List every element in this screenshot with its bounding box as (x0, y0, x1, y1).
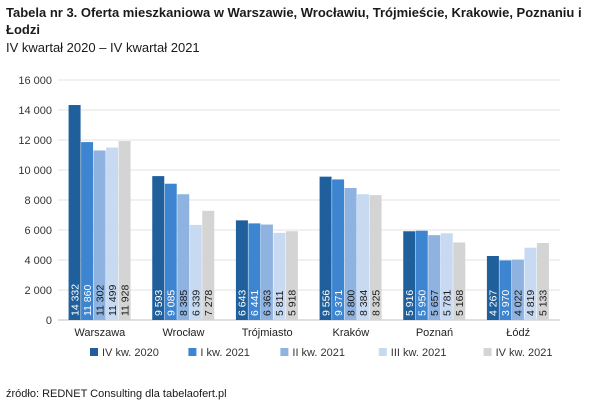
bar (403, 231, 416, 320)
legend-label: III kw. 2021 (391, 347, 447, 359)
bar (428, 235, 441, 320)
data-label: 6 643 (237, 290, 249, 316)
legend-swatch (188, 348, 197, 356)
y-tick-label: 4 000 (24, 255, 52, 267)
data-label: 3 970 (500, 290, 512, 316)
bar (511, 259, 524, 320)
data-label: 11 302 (94, 285, 106, 316)
bar (235, 220, 248, 320)
x-category-label: Warszawa (74, 327, 126, 339)
bar (106, 147, 119, 320)
data-label: 6 441 (249, 290, 261, 316)
legend-label: I kw. 2021 (200, 347, 250, 359)
legend-label: II kw. 2021 (292, 347, 345, 359)
bar (499, 260, 512, 320)
x-category-label: Łódź (506, 327, 530, 339)
data-label: 8 800 (345, 290, 357, 316)
bar (357, 194, 370, 320)
bar (285, 231, 298, 320)
bar (248, 223, 261, 320)
data-label: 8 384 (358, 290, 370, 316)
data-label: 11 499 (107, 285, 119, 316)
bar (189, 224, 202, 320)
data-label: 6 339 (191, 290, 203, 316)
bar (415, 230, 428, 320)
bar (68, 105, 81, 321)
x-category-label: Poznań (416, 327, 453, 339)
data-label: 9 593 (153, 290, 165, 316)
data-label: 4 819 (525, 290, 537, 316)
bar (524, 247, 537, 320)
chart-title: Tabela nr 3. Oferta mieszkaniowa w Warsz… (6, 5, 582, 37)
data-label: 11 928 (119, 285, 131, 316)
y-tick-label: 14 000 (18, 105, 52, 117)
data-label: 9 371 (333, 290, 345, 316)
x-category-label: Trójmiasto (242, 327, 293, 339)
y-tick-label: 10 000 (18, 165, 52, 177)
bar (260, 224, 273, 320)
bar (118, 141, 131, 320)
data-label: 7 278 (203, 290, 215, 316)
data-label: 4 022 (513, 290, 525, 316)
data-label: 5 916 (404, 290, 416, 316)
chart-subtitle: IV kwartał 2020 – IV kwartał 2021 (6, 40, 200, 55)
bar (486, 255, 499, 320)
x-category-label: Kraków (332, 327, 369, 339)
legend-swatch (90, 348, 98, 356)
y-tick-label: 8 000 (24, 195, 52, 207)
bar (164, 183, 177, 320)
legend-swatch (280, 348, 289, 356)
data-label: 6 363 (262, 290, 274, 316)
x-category-label: Wrocław (163, 327, 205, 339)
bar (319, 176, 332, 320)
data-label: 8 325 (370, 290, 382, 316)
legend-swatch (378, 348, 387, 356)
data-label: 5 918 (287, 290, 299, 316)
data-label: 5 657 (429, 290, 441, 316)
data-label: 8 385 (178, 290, 190, 316)
y-tick-label: 16 000 (18, 75, 52, 87)
bar (536, 243, 549, 320)
y-tick-label: 2 000 (24, 285, 52, 297)
y-tick-label: 12 000 (18, 135, 52, 147)
legend-swatch (483, 348, 492, 356)
bar (273, 232, 286, 320)
data-label: 4 267 (488, 290, 500, 316)
data-label: 14 332 (69, 284, 81, 316)
bar (177, 194, 190, 320)
bar (93, 150, 106, 320)
data-label: 5 781 (442, 290, 454, 316)
bar (81, 142, 94, 320)
y-tick-label: 0 (46, 315, 52, 327)
data-label: 5 811 (274, 290, 286, 316)
data-label: 5 168 (454, 290, 466, 316)
data-label: 11 860 (82, 285, 94, 316)
bar (369, 195, 382, 320)
data-label: 5 950 (417, 290, 429, 316)
bar (152, 176, 165, 320)
data-label: 9 556 (320, 290, 332, 316)
bar (332, 179, 345, 320)
legend-label: IV kw. 2021 (496, 347, 553, 359)
source-note: źródło: REDNET Consulting dla tabelaofer… (6, 388, 227, 400)
data-label: 9 085 (166, 290, 178, 316)
bar (453, 242, 466, 320)
data-label: 5 133 (538, 290, 550, 316)
bar (202, 210, 215, 320)
bar (440, 233, 453, 320)
y-tick-label: 6 000 (24, 225, 52, 237)
legend-label: IV kw. 2020 (102, 347, 159, 359)
bar (344, 188, 357, 320)
